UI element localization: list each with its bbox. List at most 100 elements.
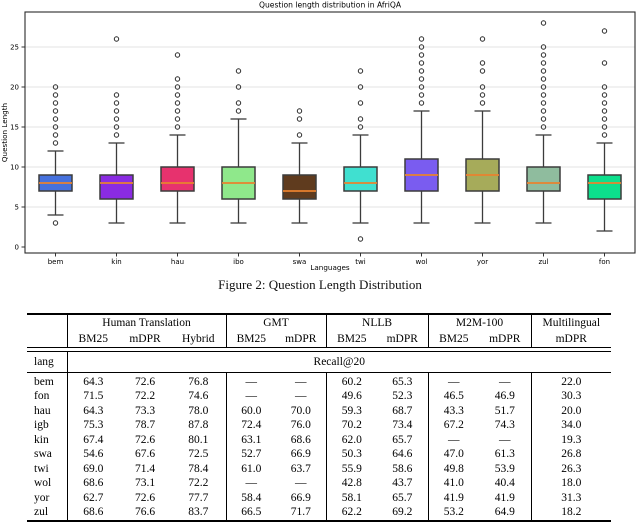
- double-rule-spacer: [27, 347, 612, 352]
- group-header-gmt: GMT: [225, 314, 327, 332]
- value-cell: 51.7: [494, 404, 515, 417]
- rule-spacer: [27, 347, 612, 352]
- row-lang-label: zul: [34, 506, 49, 518]
- column-header-row: BM25 mDPR Hybrid BM25 mDPR BM25 mDPR BM25 mDPR mD…: [27, 332, 612, 348]
- value-cell: 72.6: [134, 491, 156, 504]
- outlier-twi: [357, 100, 364, 106]
- value-cell: 78.7: [134, 419, 156, 431]
- value-cell: 49.8: [427, 461, 480, 476]
- outlier-zul: [540, 52, 547, 58]
- value-cell: 67.4: [66, 432, 119, 447]
- chart-title: Question length distribution in AfriQA: [259, 1, 402, 10]
- x-tick-label: yor: [477, 258, 488, 266]
- value-cell: 59.3: [325, 403, 378, 418]
- outlier-ibo: [235, 108, 242, 114]
- outlier-bem: [52, 220, 59, 226]
- column-header: Hybrid: [171, 332, 227, 348]
- y-tick-label: 15: [10, 124, 19, 132]
- row-lang-label: bem: [34, 375, 54, 388]
- outlier-kin: [113, 124, 120, 130]
- row-lang-label: yor: [34, 491, 50, 504]
- outlier-fon: [601, 108, 608, 114]
- table-row-igb: igb 75.3 78.7 87.8 72.4 76.0 70.2 73.4 67.2 74.3 3…: [27, 418, 612, 433]
- row-lang-label: igb: [34, 419, 49, 431]
- value-cell: 71.4: [134, 462, 156, 475]
- value-cell: 73.3: [134, 404, 156, 417]
- column-header: BM25: [225, 332, 277, 348]
- y-tick-label: 10: [10, 164, 19, 172]
- x-tick-label: bem: [48, 258, 64, 266]
- outlier-zul: [540, 116, 547, 122]
- outlier-wol: [418, 84, 425, 90]
- outlier-swa: [296, 116, 303, 122]
- outlier-hau: [174, 92, 181, 98]
- value-cell: 64.3: [66, 372, 119, 389]
- outlier-hau: [174, 116, 181, 122]
- outlier-zul: [540, 68, 547, 74]
- value-cell: 18.0: [530, 476, 612, 491]
- outlier-kin: [113, 92, 120, 98]
- outlier-kin: [113, 108, 120, 114]
- value-cell: 77.7: [188, 491, 209, 504]
- row-lang-label: kin: [34, 433, 49, 446]
- outlier-fon: [601, 28, 608, 34]
- row-lang-label: hau: [34, 404, 51, 417]
- value-cell: 83.7: [188, 506, 209, 518]
- value-cell: —: [295, 477, 307, 489]
- value-cell: 60.2: [325, 372, 378, 389]
- value-cell: 69.0: [66, 461, 119, 476]
- corner-cell: [27, 314, 67, 332]
- value-cell: —: [295, 375, 307, 388]
- value-cell: 62.2: [325, 505, 378, 521]
- value-cell: 53.9: [494, 462, 515, 475]
- outlier-ibo: [235, 100, 242, 106]
- value-cell: 58.4: [225, 490, 277, 505]
- value-cell: 68.6: [66, 476, 119, 491]
- value-cell: 47.0: [427, 447, 480, 462]
- box-kin: [99, 174, 134, 200]
- value-cell: 20.0: [530, 403, 612, 418]
- value-cell: 62.7: [66, 490, 119, 505]
- outlier-zul: [540, 20, 547, 26]
- outlier-wol: [418, 92, 425, 98]
- value-cell: —: [225, 476, 277, 491]
- plot-border: [24, 11, 636, 254]
- value-cell: —: [225, 372, 277, 389]
- value-cell: 60.0: [225, 403, 277, 418]
- value-cell: 42.8: [325, 476, 378, 491]
- column-header: BM25: [325, 332, 378, 348]
- value-cell: 49.6: [325, 389, 378, 404]
- value-cell: 72.6: [134, 375, 156, 388]
- value-cell: 58.6: [392, 462, 413, 475]
- metric-header: Recall@20: [66, 351, 612, 373]
- value-cell: 26.3: [530, 461, 612, 476]
- box-twi: [343, 166, 378, 192]
- outlier-twi: [357, 68, 364, 74]
- value-cell: 64.6: [392, 448, 413, 460]
- outlier-fon: [601, 100, 608, 106]
- outlier-kin: [113, 36, 120, 42]
- value-cell: 70.0: [290, 404, 311, 417]
- outlier-fon: [601, 60, 608, 66]
- x-tick-label: hau: [171, 258, 184, 266]
- x-tick-label: zul: [538, 258, 548, 266]
- y-axis-label: Question Length: [0, 103, 9, 162]
- outlier-wol: [418, 68, 425, 74]
- outlier-bem: [52, 124, 59, 130]
- value-cell: 68.7: [392, 404, 413, 417]
- outlier-kin: [113, 116, 120, 122]
- value-cell: 63.7: [290, 462, 311, 475]
- row-lang-label: swa: [34, 448, 52, 460]
- value-cell: 76.0: [290, 419, 311, 431]
- value-cell: 67.6: [134, 448, 156, 460]
- outlier-twi: [357, 84, 364, 90]
- group-header-nllb: NLLB: [325, 314, 429, 332]
- x-tick-label: ibo: [233, 258, 244, 266]
- value-cell: 18.2: [530, 505, 612, 521]
- column-header: mDPR: [479, 332, 532, 348]
- y-tick-label: 0: [15, 244, 19, 252]
- outlier-bem: [52, 116, 59, 122]
- outlier-kin: [113, 100, 120, 106]
- outlier-hau: [174, 84, 181, 90]
- x-tick-label: wol: [416, 258, 428, 266]
